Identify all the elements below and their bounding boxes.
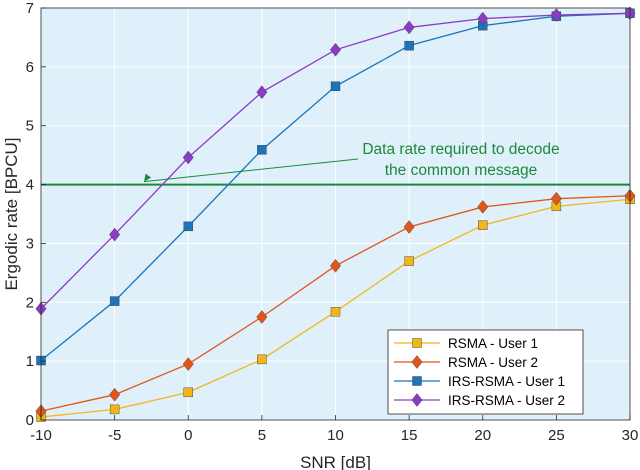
data-point [330, 258, 341, 273]
series-layer [35, 6, 636, 422]
data-point [109, 296, 120, 306]
y-tick-label: 4 [26, 177, 34, 194]
annotation-arrow-shaft [144, 158, 359, 183]
legend-label: RSMA - User 2 [448, 355, 538, 370]
y-axis-label: Ergodic rate [BPCU] [2, 137, 21, 290]
series-group [35, 6, 636, 316]
data-point [183, 221, 193, 232]
data-point [404, 40, 414, 51]
series-group [36, 194, 635, 422]
data-point [183, 387, 193, 398]
data-point [330, 307, 341, 317]
data-point [478, 220, 488, 230]
x-tick-label: 0 [184, 427, 192, 444]
data-point [182, 357, 194, 371]
annotation-line-1: Data rate required to decode [362, 141, 559, 158]
y-tick-label: 5 [26, 118, 34, 135]
annotation-line-2: the common message [385, 162, 538, 179]
data-point [330, 81, 341, 91]
data-point [403, 220, 415, 234]
legend-label: IRS-RSMA - User 1 [448, 374, 565, 389]
data-point [109, 227, 121, 242]
y-tick-label: 7 [26, 0, 34, 17]
x-axis-label: SNR [dB] [300, 453, 371, 470]
legend-marker [412, 338, 422, 348]
data-point [550, 8, 562, 22]
data-point [256, 310, 268, 324]
legend-label: IRS-RSMA - User 2 [448, 393, 565, 408]
legend-marker [411, 355, 423, 369]
data-point [477, 11, 489, 26]
data-point [257, 145, 267, 155]
annotation-arrowhead [144, 173, 152, 182]
x-tick-label: -5 [108, 427, 121, 444]
legend-marker [412, 376, 422, 386]
x-tick-label: 25 [548, 427, 565, 444]
legend: RSMA - User 1 RSMA - User 2 IRS-RSMA - Use… [387, 329, 584, 415]
data-point [257, 354, 267, 365]
data-point [330, 42, 341, 57]
data-point [550, 191, 562, 206]
x-tick-label: 30 [622, 427, 639, 444]
x-tick-label: 5 [258, 427, 266, 444]
y-tick-label: 1 [26, 353, 34, 370]
data-point [256, 85, 268, 99]
data-point [477, 200, 489, 214]
legend-label: RSMA - User 1 [448, 336, 538, 351]
data-point [403, 20, 415, 35]
y-tick-label: 3 [26, 235, 34, 252]
data-point [182, 150, 194, 165]
y-tick-label: 2 [26, 294, 34, 311]
x-tick-label: 15 [401, 427, 418, 444]
x-tick-label: 10 [327, 427, 344, 444]
y-tick-label: 0 [26, 412, 34, 429]
x-tick-label: 20 [474, 427, 491, 444]
annotation: Data rate required to decode the common … [144, 141, 560, 183]
y-tick-label: 6 [26, 59, 34, 76]
tick-labels: -10 -5 0 5 10 15 20 25 30 0 1 2 3 4 5 6 7 [26, 0, 639, 444]
legend-marker [411, 393, 423, 407]
data-point [109, 404, 120, 415]
x-tick-label: -10 [30, 427, 52, 444]
data-point [404, 256, 414, 266]
data-point [109, 387, 121, 402]
